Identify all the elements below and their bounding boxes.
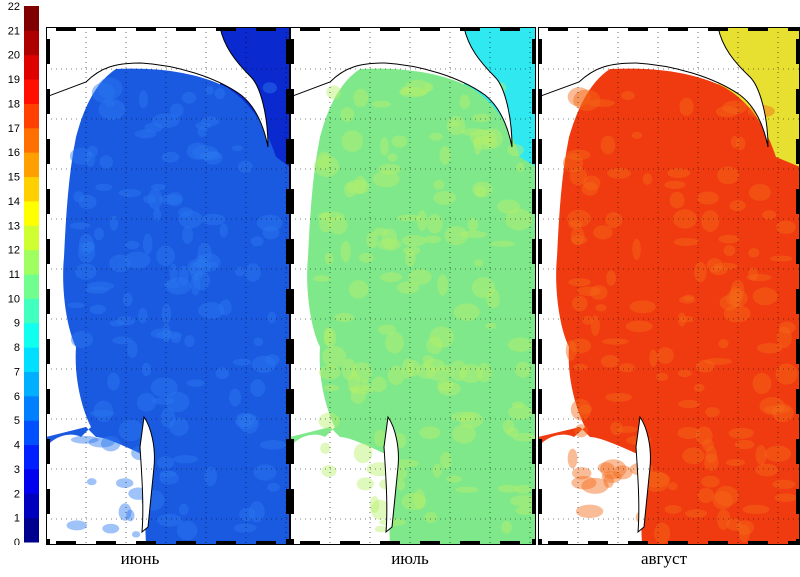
colorbar-swatch <box>24 371 39 397</box>
map-panel-august <box>538 27 800 545</box>
colorbar-swatch <box>24 127 39 153</box>
colorbar-swatch <box>24 347 39 372</box>
colorbar-swatch <box>24 517 39 543</box>
colorbar-swatch <box>24 30 39 56</box>
colorbar-swatch <box>24 444 39 470</box>
colorbar-swatch <box>24 298 39 324</box>
land-north <box>46 27 269 148</box>
colorbar-swatch <box>24 152 39 178</box>
colorbar-tick-label: 6 <box>14 391 20 403</box>
colorbar-swatch <box>24 249 39 275</box>
colorbar-tick-label: 12 <box>8 245 20 257</box>
grid-lines <box>538 27 800 545</box>
colorbar-tick-label: 13 <box>8 220 20 232</box>
colorbar-tick-label: 8 <box>14 342 20 354</box>
colorbar-tick-label: 22 <box>8 1 20 13</box>
colorbar-tick-label: 4 <box>14 440 20 452</box>
colorbar-tick-label: 9 <box>14 318 20 330</box>
colorbar-swatch <box>24 468 39 494</box>
sea-area <box>46 68 290 545</box>
map-panel-june <box>46 27 290 545</box>
colorbar-tick-label: 11 <box>9 269 20 281</box>
sea-area <box>290 68 536 545</box>
grid-lines <box>290 27 536 545</box>
colorbar-swatch <box>24 225 39 251</box>
colorbar-tick-label: 5 <box>14 415 20 427</box>
colorbar-tick-label: 18 <box>8 98 20 110</box>
land-north <box>538 27 769 148</box>
colorbar-tick-label: 7 <box>14 366 20 378</box>
colorbar-tick-label: 20 <box>8 50 20 62</box>
colorbar-tick-label: 10 <box>8 293 20 305</box>
colorbar-tick-label: 3 <box>14 464 20 476</box>
panel-label-august: август <box>640 549 688 568</box>
colorbar-tick-label: 21 <box>8 25 20 37</box>
land-spit <box>383 415 399 534</box>
colorbar-tick-label: 14 <box>8 196 20 208</box>
colorbar-tick-label: 0 <box>14 537 20 545</box>
grid-lines <box>46 27 290 545</box>
colorbar-tick-label: 17 <box>8 123 20 135</box>
sea-area <box>538 68 800 545</box>
land-spit <box>139 415 155 534</box>
colorbar-tick-label: 2 <box>14 488 20 500</box>
colorbar-swatch <box>24 274 39 299</box>
colorbar-swatch <box>24 322 39 348</box>
colorbar-tick-label: 19 <box>8 74 20 86</box>
colorbar-tick-label: 15 <box>8 172 20 184</box>
map-panel-july <box>290 27 536 545</box>
colorbar-swatch <box>24 6 39 31</box>
land-north <box>290 27 513 148</box>
colorbar-tick-label: 16 <box>8 147 20 159</box>
colorbar-swatch <box>24 200 39 226</box>
colorbar-swatch <box>24 420 39 446</box>
colorbar-tick-label: 1 <box>14 513 20 525</box>
colorbar-swatch <box>24 176 39 202</box>
colorbar-swatch <box>24 493 39 519</box>
sea-texture <box>562 87 798 545</box>
colorbar-swatch <box>24 79 39 104</box>
panel-label-june: июнь <box>120 549 160 568</box>
panel-label-july: июль <box>391 549 429 568</box>
colorbar-swatch <box>24 103 39 129</box>
colorbar-swatch <box>24 54 39 80</box>
sea-texture <box>313 79 536 534</box>
land-spit <box>635 415 651 534</box>
colorbar-swatch <box>24 395 39 421</box>
sea-texture <box>66 77 287 541</box>
